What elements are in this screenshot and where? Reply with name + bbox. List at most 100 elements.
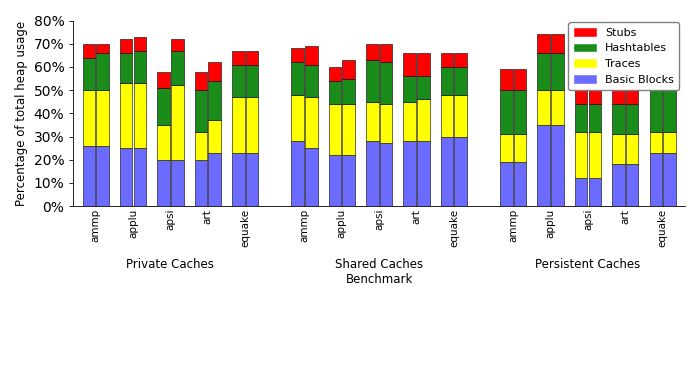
Bar <box>83 58 95 90</box>
Bar <box>589 132 601 178</box>
Bar <box>342 78 355 104</box>
Bar <box>97 146 108 206</box>
Bar <box>514 69 526 90</box>
Bar <box>500 90 512 134</box>
Bar <box>551 125 564 206</box>
Bar <box>575 132 587 178</box>
Bar <box>612 164 624 206</box>
Bar <box>650 132 662 153</box>
Bar <box>120 148 132 206</box>
Bar <box>403 53 416 76</box>
Bar <box>291 95 304 141</box>
Bar <box>158 160 170 206</box>
Bar <box>441 95 454 136</box>
Legend: Stubs, Hashtables, Traces, Basic Blocks: Stubs, Hashtables, Traces, Basic Blocks <box>568 22 680 90</box>
Bar <box>171 160 183 206</box>
Bar <box>120 53 132 83</box>
Bar <box>83 90 95 146</box>
Bar <box>366 102 379 141</box>
Bar <box>209 120 221 153</box>
Bar <box>209 62 221 81</box>
Bar <box>417 53 430 76</box>
Bar <box>650 153 662 206</box>
Bar <box>575 78 587 104</box>
Bar <box>158 88 170 125</box>
Bar <box>195 72 207 90</box>
Bar <box>663 132 676 153</box>
Bar <box>380 104 392 144</box>
Y-axis label: Percentage of total heap usage: Percentage of total heap usage <box>15 21 28 206</box>
Bar <box>195 90 207 132</box>
Bar <box>232 51 244 64</box>
Bar <box>441 53 454 67</box>
Bar <box>209 81 221 120</box>
Bar <box>650 69 662 90</box>
Bar <box>134 51 146 83</box>
Bar <box>454 67 467 95</box>
Bar <box>650 90 662 132</box>
Bar <box>575 104 587 132</box>
Bar <box>500 134 512 162</box>
Bar <box>158 125 170 160</box>
Bar <box>329 104 341 155</box>
Bar <box>663 90 676 132</box>
Bar <box>83 146 95 206</box>
Bar <box>403 76 416 102</box>
Bar <box>663 69 676 90</box>
Bar <box>120 39 132 53</box>
Bar <box>538 125 550 206</box>
Bar <box>417 141 430 206</box>
Bar <box>514 134 526 162</box>
Bar <box>417 76 430 99</box>
Bar <box>232 64 244 97</box>
Bar <box>589 104 601 132</box>
Bar <box>171 86 183 160</box>
Bar <box>538 34 550 53</box>
Bar <box>246 51 258 64</box>
Bar <box>291 48 304 62</box>
Bar <box>305 148 318 206</box>
Bar <box>626 134 638 164</box>
Bar <box>403 141 416 206</box>
Bar <box>83 44 95 58</box>
Bar <box>342 104 355 155</box>
Bar <box>441 67 454 95</box>
Bar <box>366 44 379 60</box>
Bar <box>342 60 355 78</box>
Bar <box>380 62 392 104</box>
Bar <box>500 162 512 206</box>
Bar <box>380 144 392 206</box>
Bar <box>305 97 318 148</box>
Bar <box>612 90 624 104</box>
Bar <box>342 155 355 206</box>
Bar <box>551 53 564 90</box>
Bar <box>454 136 467 206</box>
Bar <box>291 62 304 95</box>
Bar <box>589 178 601 206</box>
Bar <box>589 78 601 104</box>
Bar <box>246 153 258 206</box>
Bar <box>329 67 341 81</box>
Bar <box>441 136 454 206</box>
Bar <box>663 153 676 206</box>
Bar <box>500 69 512 90</box>
Bar <box>454 95 467 136</box>
Bar <box>514 90 526 134</box>
Bar <box>366 141 379 206</box>
Bar <box>97 90 108 146</box>
Bar <box>626 90 638 104</box>
Bar <box>380 44 392 62</box>
Bar <box>329 81 341 104</box>
Bar <box>329 155 341 206</box>
Text: Shared Caches
Benchmark: Shared Caches Benchmark <box>335 258 424 286</box>
Bar <box>612 134 624 164</box>
Text: Persistent Caches: Persistent Caches <box>536 258 640 271</box>
Bar <box>246 97 258 153</box>
Bar <box>134 148 146 206</box>
Bar <box>232 97 244 153</box>
Bar <box>417 99 430 141</box>
Text: Private Caches: Private Caches <box>127 258 214 271</box>
Bar <box>454 53 467 67</box>
Bar <box>366 60 379 102</box>
Bar <box>612 104 624 134</box>
